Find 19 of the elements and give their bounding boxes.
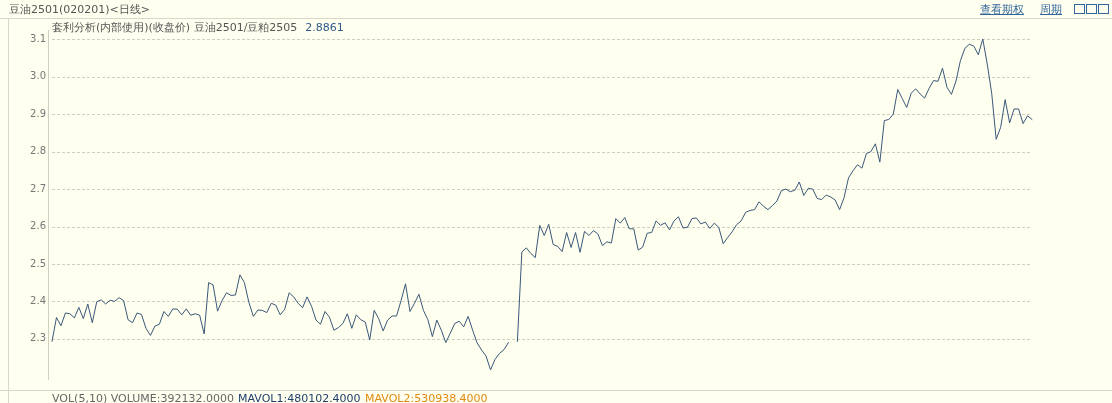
y-tick-label: 2.5 bbox=[30, 257, 46, 269]
text: MAVOL1:480102.4000 bbox=[238, 392, 361, 403]
text: MAVOL2:530938.4000 bbox=[365, 392, 488, 403]
annotation: 2.8861 bbox=[305, 21, 344, 34]
y-tick-label: 2.6 bbox=[30, 220, 46, 232]
text: 查看期权 bbox=[980, 2, 1024, 17]
line-series bbox=[51, 274, 509, 371]
text: 周期 bbox=[1040, 2, 1062, 17]
y-tick-label: 2.4 bbox=[30, 294, 46, 306]
y-tick-label: 2.7 bbox=[30, 182, 46, 194]
line-series bbox=[516, 38, 1033, 342]
y-tick-label: 2.3 bbox=[30, 332, 46, 344]
y-tick-label: 2.9 bbox=[30, 107, 46, 119]
chart-subtitle: 套利分析(内部使用)(收盘价) 豆油2501/豆粕2505 bbox=[52, 21, 298, 34]
y-tick-label: 3.0 bbox=[30, 70, 46, 82]
chart-title: 豆油2501(020201)<日线> bbox=[9, 2, 151, 17]
y-tick-label: 3.1 bbox=[30, 32, 46, 44]
text: VOL(5,10) VOLUME:392132.0000 bbox=[52, 392, 234, 403]
y-tick-label: 2.8 bbox=[30, 145, 46, 157]
